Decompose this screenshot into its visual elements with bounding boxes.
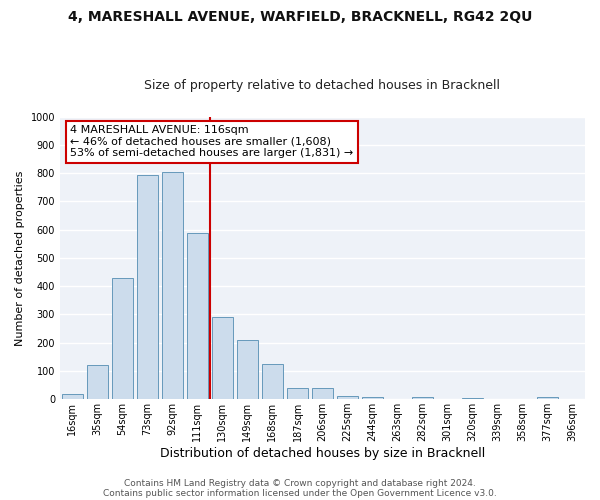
Bar — [237, 340, 258, 399]
Bar — [112, 278, 133, 399]
Bar — [287, 388, 308, 399]
Y-axis label: Number of detached properties: Number of detached properties — [15, 170, 25, 346]
X-axis label: Distribution of detached houses by size in Bracknell: Distribution of detached houses by size … — [160, 447, 485, 460]
Text: Contains public sector information licensed under the Open Government Licence v3: Contains public sector information licen… — [103, 488, 497, 498]
Bar — [537, 397, 558, 399]
Bar — [362, 397, 383, 399]
Title: Size of property relative to detached houses in Bracknell: Size of property relative to detached ho… — [145, 79, 500, 92]
Bar — [312, 388, 333, 399]
Bar — [162, 172, 183, 399]
Bar — [137, 174, 158, 399]
Bar — [62, 394, 83, 399]
Text: 4, MARESHALL AVENUE, WARFIELD, BRACKNELL, RG42 2QU: 4, MARESHALL AVENUE, WARFIELD, BRACKNELL… — [68, 10, 532, 24]
Bar — [412, 397, 433, 399]
Bar — [87, 366, 108, 399]
Bar — [462, 398, 483, 399]
Bar — [262, 364, 283, 399]
Bar — [337, 396, 358, 399]
Bar — [187, 232, 208, 399]
Text: Contains HM Land Registry data © Crown copyright and database right 2024.: Contains HM Land Registry data © Crown c… — [124, 478, 476, 488]
Bar — [212, 318, 233, 399]
Text: 4 MARESHALL AVENUE: 116sqm
← 46% of detached houses are smaller (1,608)
53% of s: 4 MARESHALL AVENUE: 116sqm ← 46% of deta… — [70, 125, 353, 158]
